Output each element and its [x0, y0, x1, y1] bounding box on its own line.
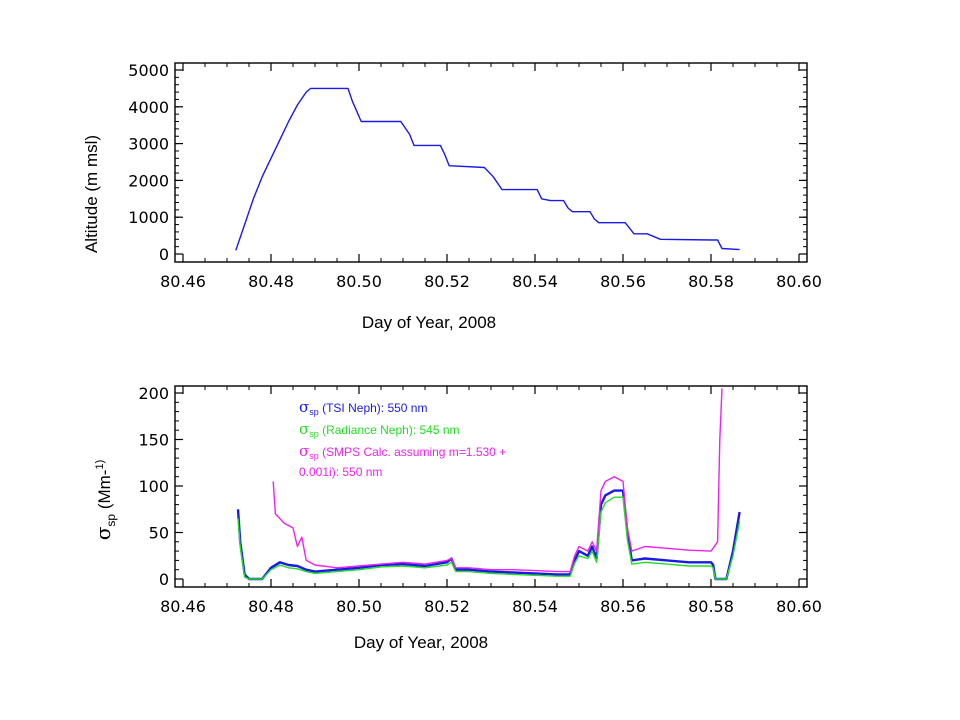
x-tick-label: 80.48 [248, 272, 294, 291]
smps-calc-series [272, 388, 723, 573]
legend-entry: σsp (TSI Neph): 550 nm [299, 398, 427, 417]
x-tick-label: 80.60 [776, 272, 822, 291]
x-tick-label: 80.54 [512, 597, 558, 616]
x-tick-label: 80.48 [248, 597, 294, 616]
y-tick-label: 1000 [128, 208, 169, 227]
x-tick-label: 80.56 [600, 597, 646, 616]
y-tick-label: 50 [149, 524, 169, 543]
y-tick-label: 0 [159, 570, 169, 589]
y-tick-label: 0 [159, 245, 169, 264]
plot-area [236, 388, 741, 581]
altitude-panel: 80.46 80.48 80.50 80.52 80.54 80.56 80.58 80.60… [128, 61, 822, 332]
y-tick-label: 100 [138, 477, 169, 496]
legend-entry: σsp (SMPS Calc. assuming m=1.530 + [299, 442, 506, 461]
y-tick-label: 3000 [128, 135, 169, 154]
y-tick-label: 2000 [128, 171, 169, 190]
x-tick-label: 80.52 [424, 272, 470, 291]
x-tick-label: 80.58 [688, 272, 734, 291]
radiance-neph-series [237, 496, 741, 580]
tsi-neph-series [236, 489, 741, 581]
legend-entry: 0.001i): 550 nm [299, 465, 382, 479]
x-tick-label: 80.46 [160, 272, 206, 291]
y-axis-label: Altitude (m msl) [82, 135, 101, 253]
y-tick-label: 4000 [128, 98, 169, 117]
x-tick-label: 80.58 [688, 597, 734, 616]
x-axis-label: Day of Year, 2008 [354, 633, 488, 652]
legend-entry: σsp (Radiance Neph): 545 nm [299, 420, 460, 439]
x-tick-label: 80.56 [600, 272, 646, 291]
x-tick-label: 80.54 [512, 272, 558, 291]
scattering-panel: 80.46 80.48 80.50 80.52 80.54 80.56 80.58 80.60… [138, 384, 821, 652]
plot-frame [174, 385, 808, 588]
y-tick-label: 5000 [128, 61, 169, 80]
x-tick-label: 80.46 [160, 597, 206, 616]
y-tick-label: 200 [138, 384, 169, 403]
x-tick-label: 80.60 [776, 597, 822, 616]
plot-area [235, 87, 740, 251]
x-tick-label: 80.50 [336, 272, 382, 291]
x-tick-label: 80.52 [424, 597, 470, 616]
altitude-series [235, 87, 740, 251]
x-axis-label: Day of Year, 2008 [362, 313, 496, 332]
y-axis-label: σsp (Mm-1) [91, 460, 118, 541]
plot-frame [174, 62, 808, 263]
y-tick-label: 150 [138, 431, 169, 450]
x-tick-label: 80.50 [336, 597, 382, 616]
